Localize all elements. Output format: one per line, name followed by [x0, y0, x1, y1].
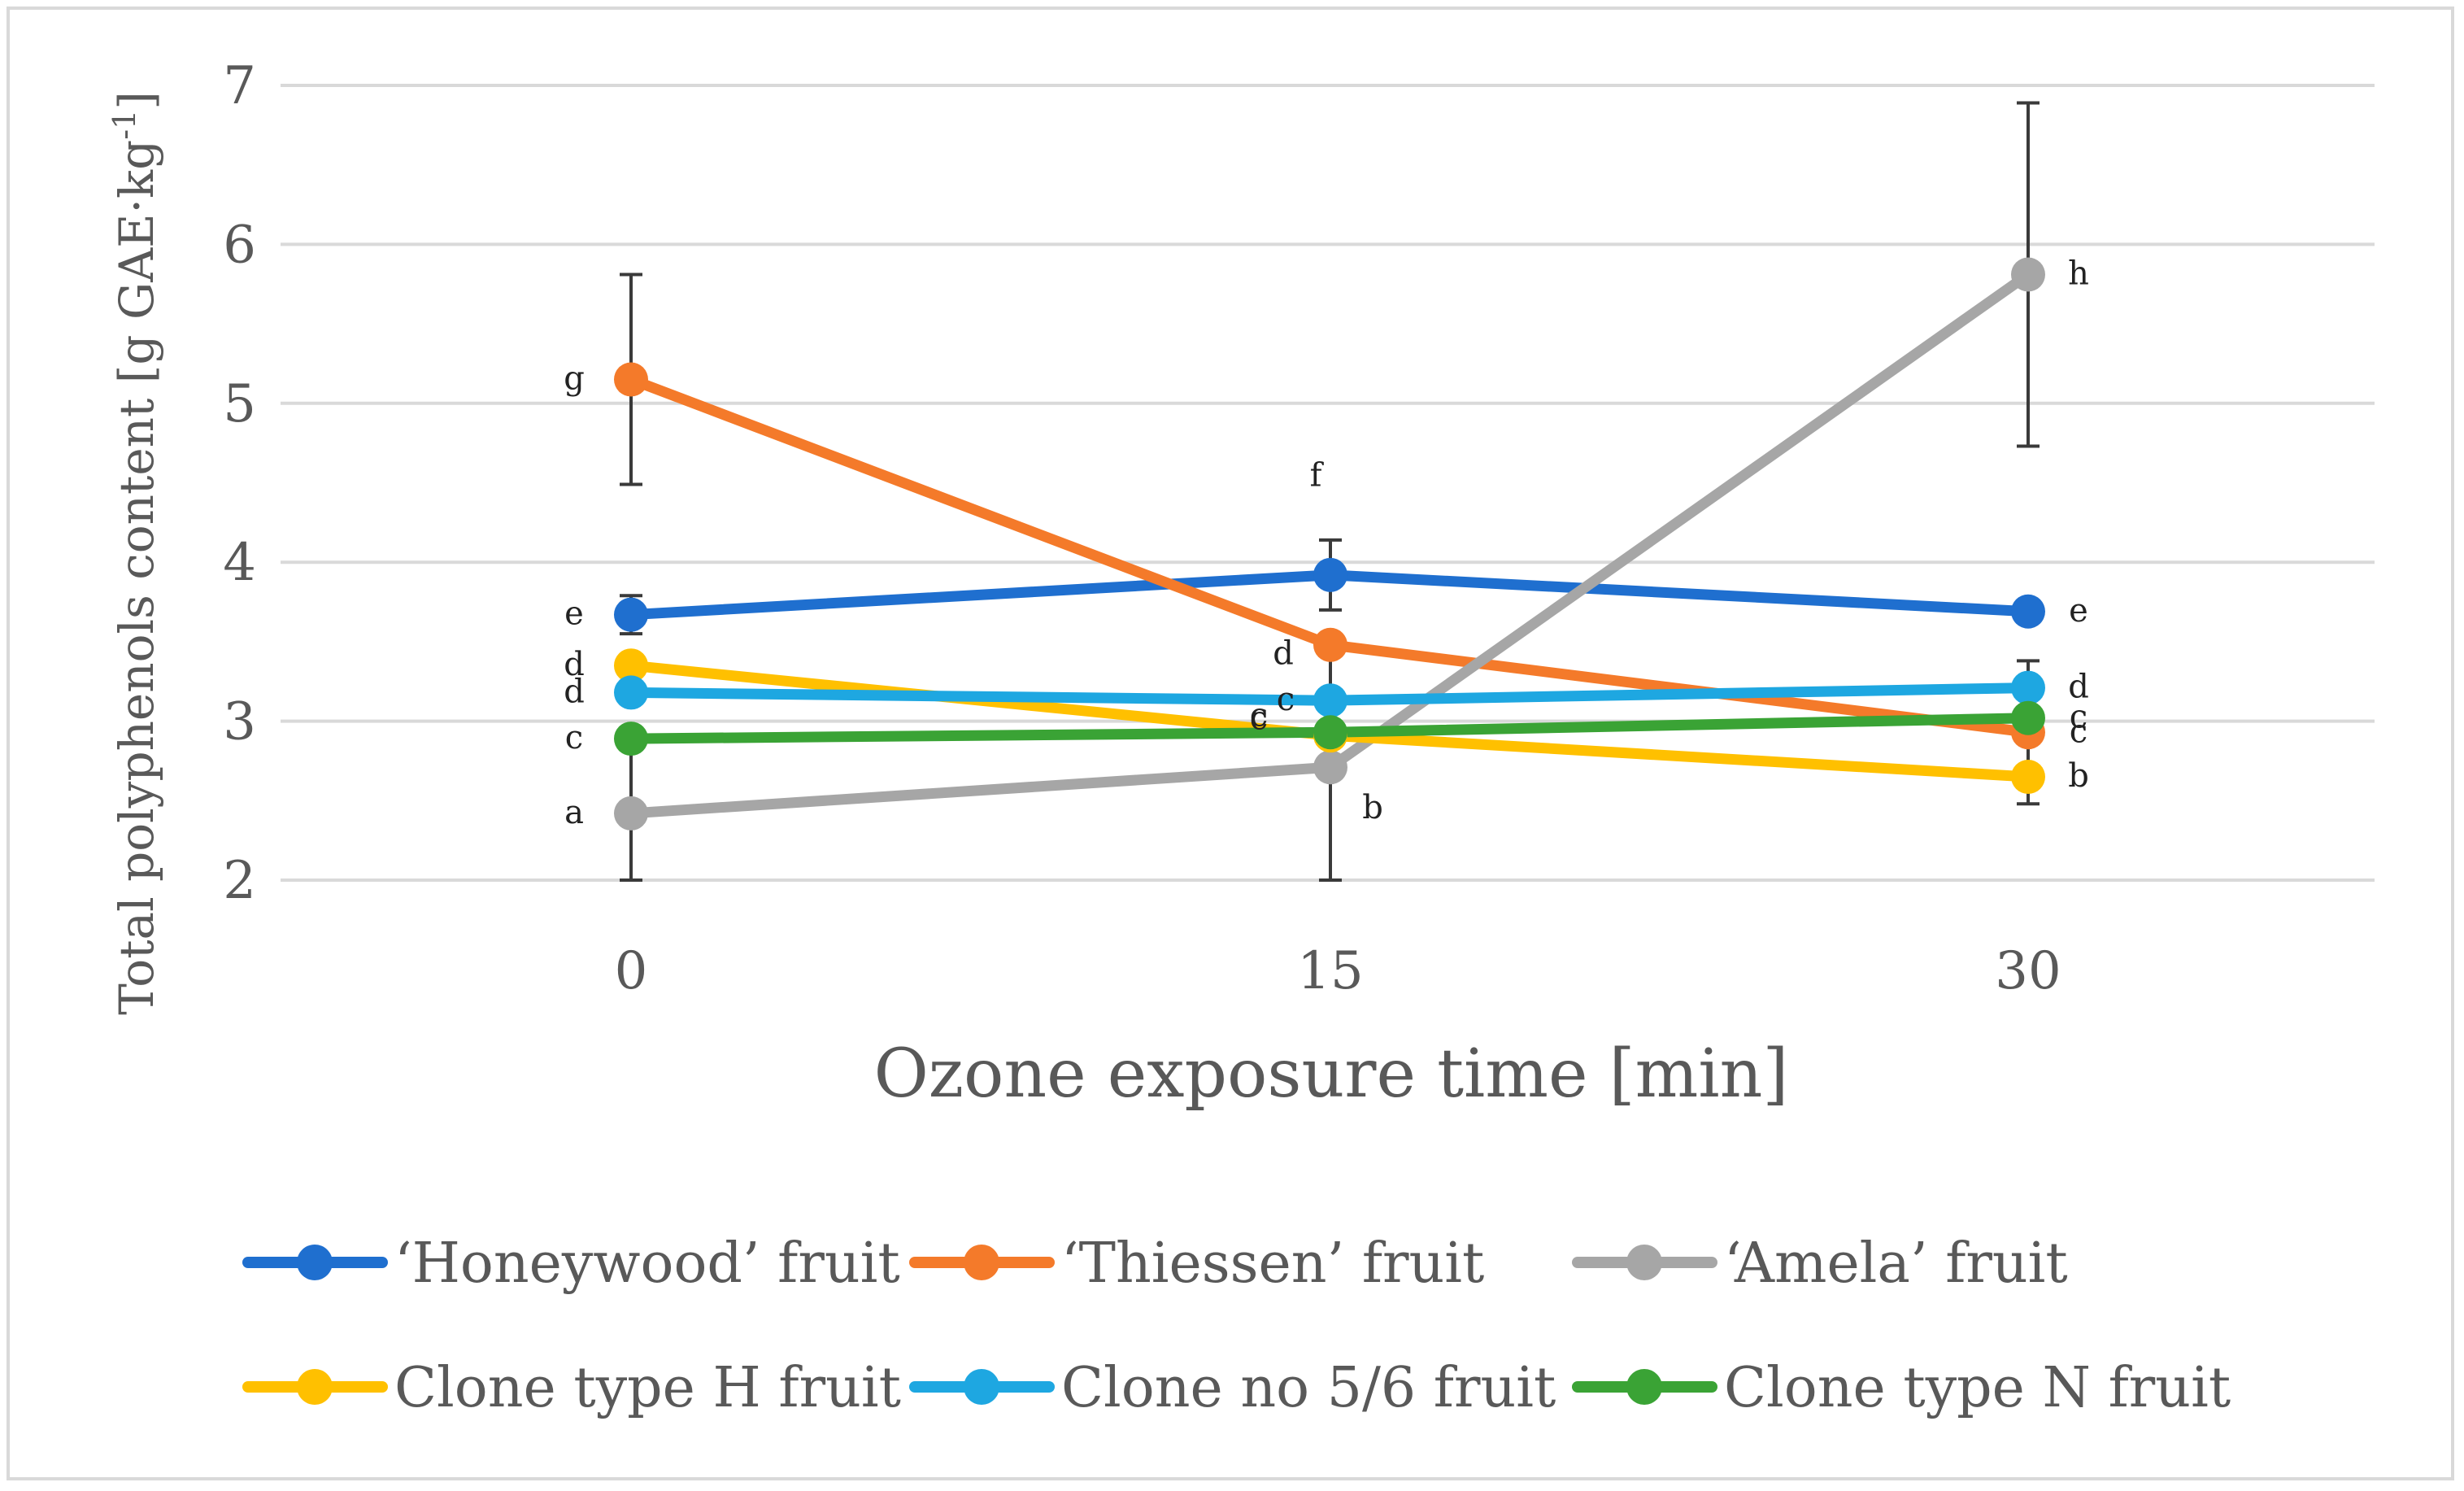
- legend-swatch-marker-1: [964, 1245, 999, 1280]
- data-point-2-0: [614, 796, 648, 831]
- significance-label-1-1: d: [1273, 634, 1294, 672]
- data-point-2-2: [2011, 257, 2045, 292]
- legend-item-2: ‘Amela’ fruit: [1572, 1232, 2068, 1296]
- legend-label-0: ‘Honeywood’ fruit: [394, 1232, 900, 1296]
- legend-label-2: ‘Amela’ fruit: [1724, 1232, 2068, 1296]
- significance-label-4-0: d: [564, 673, 585, 710]
- chart-frame: [7, 7, 2454, 1480]
- data-point-5-0: [614, 722, 648, 756]
- significance-label-5-2: c: [2070, 699, 2087, 736]
- x-tick-label-30: 30: [1995, 941, 2061, 1001]
- data-point-4-1: [1313, 683, 1347, 718]
- significance-label-3-1: c: [1250, 700, 1268, 737]
- significance-label-3-0: d: [564, 646, 585, 683]
- data-point-3-2: [2011, 759, 2045, 794]
- data-point-5-1: [1313, 715, 1347, 750]
- significance-label-1-2: c: [2070, 713, 2087, 750]
- significance-label-0-2: e: [2069, 592, 2088, 630]
- x-tick-label-0: 0: [615, 941, 648, 1001]
- y-tick-label-5: 5: [223, 374, 256, 434]
- significance-label-0-1: f: [1310, 456, 1325, 494]
- data-point-0-1: [1313, 557, 1347, 592]
- legend-item-5: Clone type N fruit: [1572, 1356, 2231, 1420]
- legend-item-1: ‘Thiessen’ fruit: [909, 1232, 1484, 1296]
- x-tick-labels: 0 15 30: [615, 941, 2061, 1001]
- data-point-3-0: [614, 648, 648, 683]
- data-point-2-1: [1313, 750, 1347, 785]
- x-axis-title: Ozone exposure time [min]: [874, 1035, 1789, 1113]
- y-tick-label-3: 3: [223, 692, 256, 752]
- legend: ‘Honeywood’ fruit ‘Thiessen’ fruit ‘Amela’…: [242, 1232, 2231, 1420]
- data-point-0-0: [614, 597, 648, 632]
- significance-label-0-0: e: [564, 595, 584, 633]
- significance-label-2-2: h: [2068, 255, 2089, 293]
- y-tick-label-4: 4: [223, 533, 256, 593]
- series-points: [614, 257, 2045, 831]
- y-axis-title-superscript: -1: [107, 110, 142, 140]
- legend-item-4: Clone no 5/6 fruit: [909, 1356, 1556, 1420]
- y-tick-label-2: 2: [223, 851, 256, 911]
- data-point-1-0: [614, 362, 648, 397]
- y-tick-label-6: 6: [223, 215, 256, 275]
- significance-label-3-2: b: [2068, 757, 2089, 795]
- legend-item-3: Clone type H fruit: [242, 1356, 901, 1420]
- significance-label-2-0: a: [564, 794, 584, 831]
- y-tick-labels: 2 3 4 5 6 7: [223, 56, 256, 911]
- data-point-1-1: [1313, 627, 1347, 662]
- data-point-0-2: [2011, 594, 2045, 629]
- legend-swatch-marker-4: [964, 1369, 999, 1405]
- significance-label-2-1: b: [1362, 789, 1383, 826]
- significance-label-4-2: d: [2068, 669, 2089, 706]
- legend-item-0: ‘Honeywood’ fruit: [242, 1232, 900, 1296]
- legend-label-3: Clone type H fruit: [394, 1356, 901, 1420]
- legend-swatch-marker-0: [297, 1245, 333, 1280]
- legend-swatch-marker-5: [1626, 1369, 1662, 1405]
- y-axis-title-end: ]: [109, 91, 164, 110]
- data-point-4-2: [2011, 670, 2045, 705]
- y-tick-label-7: 7: [223, 56, 256, 116]
- data-point-5-2: [2011, 700, 2045, 735]
- significance-label-5-1: c: [1250, 696, 1268, 734]
- x-tick-label-15: 15: [1297, 941, 1363, 1001]
- data-point-4-0: [614, 675, 648, 710]
- y-axis-title: Total polyphenols content [g GAE·kg-1]: [107, 91, 164, 1015]
- legend-swatch-marker-2: [1626, 1245, 1662, 1280]
- legend-label-4: Clone no 5/6 fruit: [1061, 1356, 1556, 1420]
- significance-label-1-0: g: [564, 360, 585, 397]
- significance-label-5-0: c: [565, 719, 583, 756]
- y-axis-title-main: Total polyphenols content [g GAE·kg: [109, 140, 164, 1015]
- legend-label-5: Clone type N fruit: [1724, 1356, 2231, 1420]
- legend-swatch-marker-3: [297, 1369, 333, 1405]
- significance-label-4-1: c: [1277, 681, 1295, 718]
- legend-label-1: ‘Thiessen’ fruit: [1061, 1232, 1484, 1296]
